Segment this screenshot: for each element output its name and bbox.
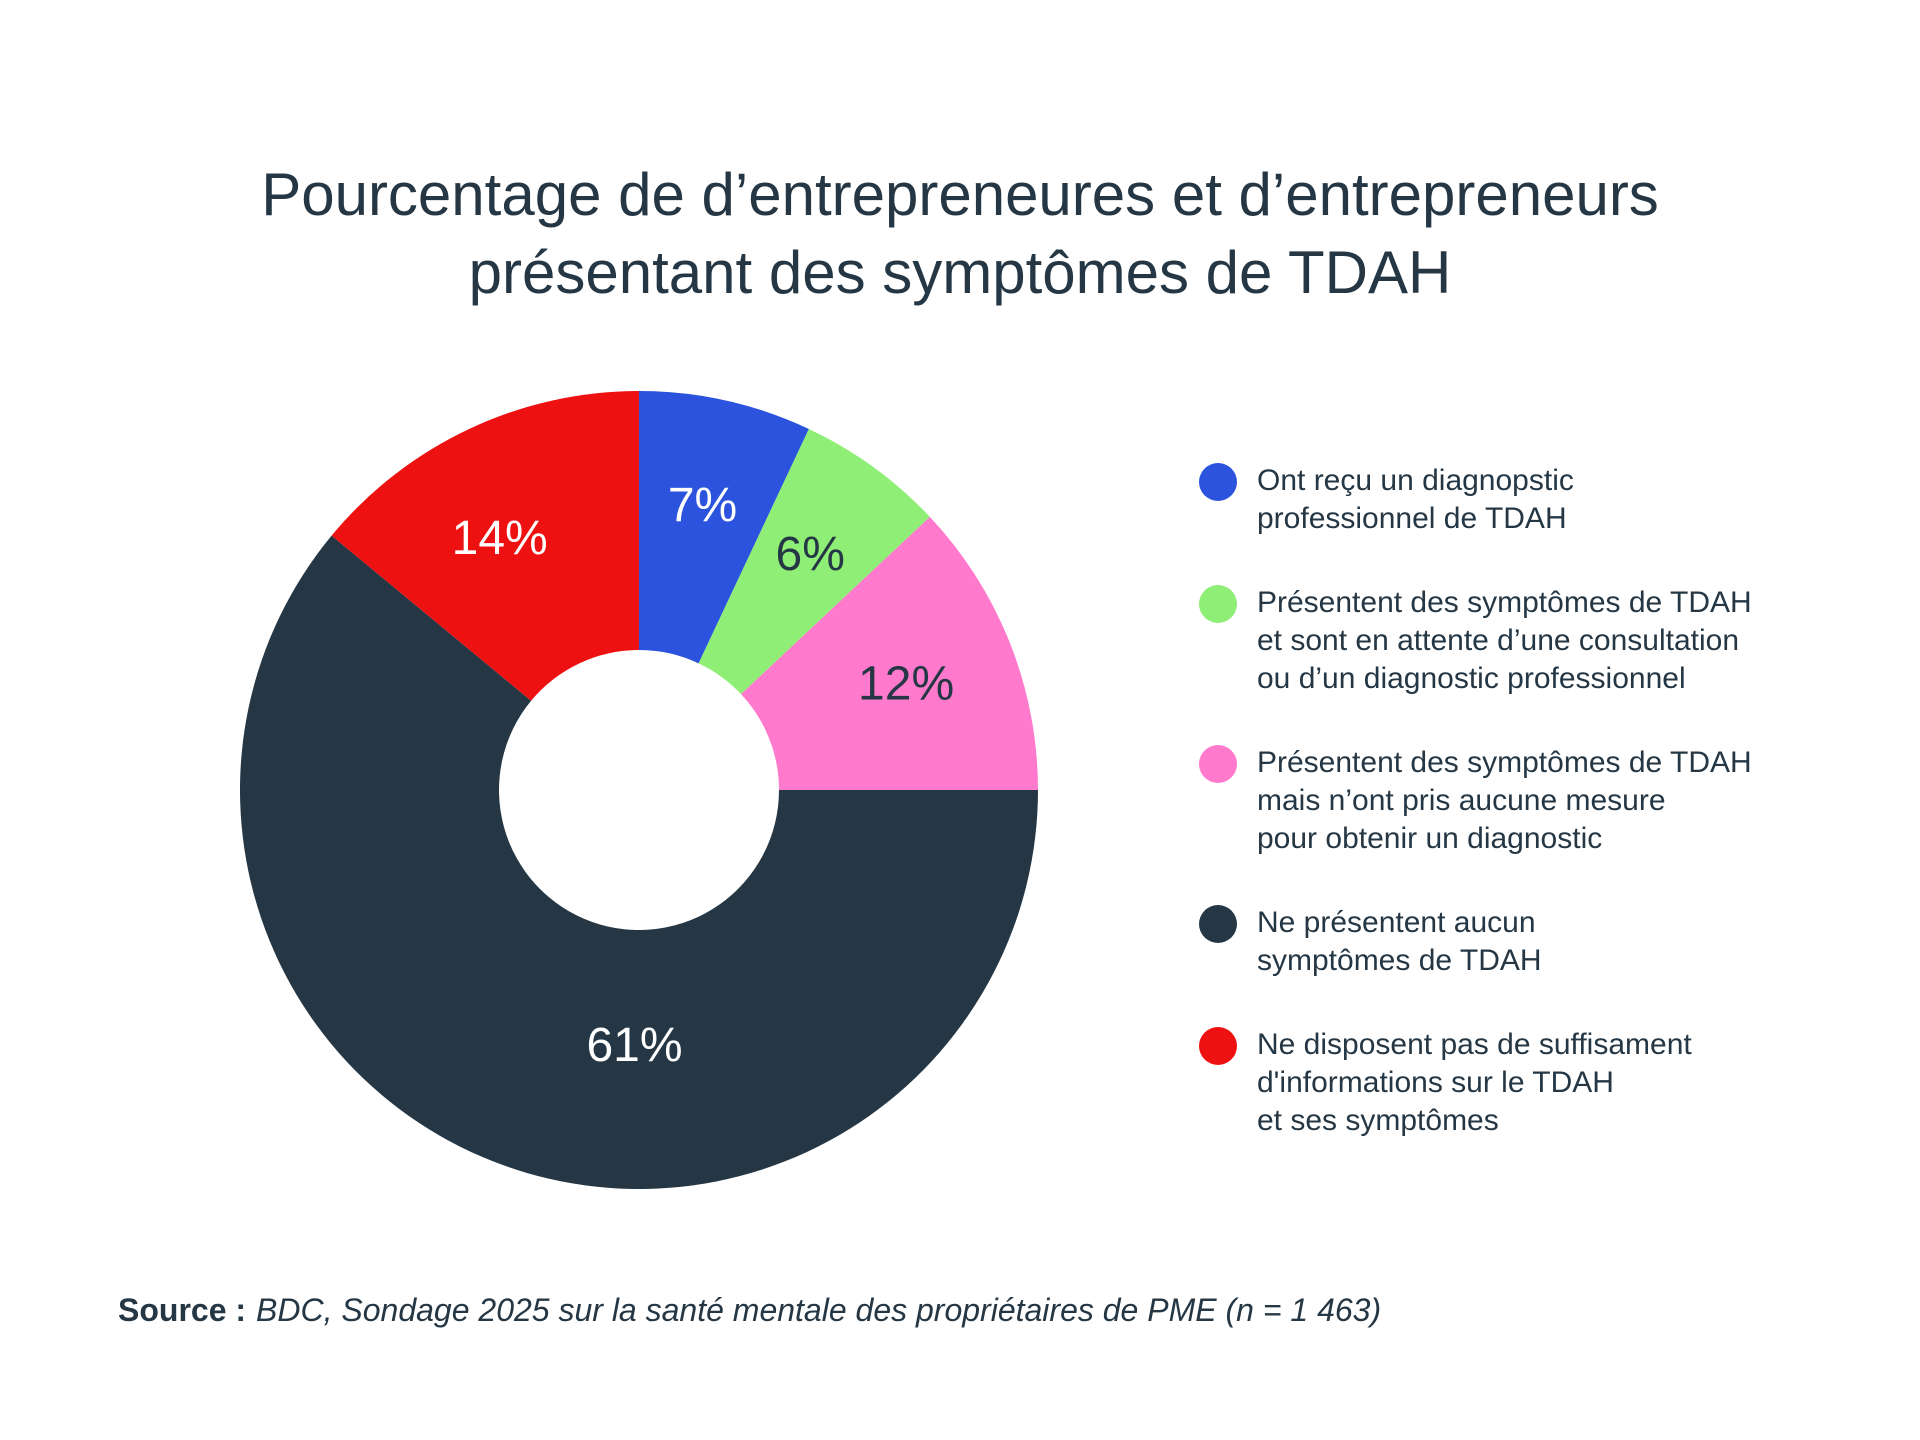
legend-item-diagnostic: Ont reçu un diagnopstic professionnel de… [1199,462,1752,538]
legend-item-aucun-symptome: Ne présentent aucun symptômes de TDAH [1199,904,1752,980]
pie-label-4: 61% [586,1019,682,1072]
pie-slice-4 [240,535,1039,1190]
pie-slice-2 [698,428,930,695]
legend-dot-green [1199,585,1237,623]
legend-item-pas-informations: Ne disposent pas de suffisament d'inform… [1199,1026,1752,1140]
pie-slice-1 [639,391,809,664]
legend-label: Ont reçu un diagnopstic professionnel de… [1257,464,1574,535]
legend-item-aucune-mesure: Présentent des symptômes de TDAH mais n’… [1199,744,1752,858]
legend-label: Présentent des symptômes de TDAH mais n’… [1257,746,1752,855]
source-line: Source : BDC, Sondage 2025 sur la santé m… [118,1292,1381,1329]
legend: Ont reçu un diagnopstic professionnel de… [1199,462,1752,1140]
donut-chart: 7% 6% 12% 61% 14% [240,391,1039,1190]
legend-item-attente-consultation: Présentent des symptômes de TDAH et sont… [1199,584,1752,698]
pie-label-1: 7% [668,479,737,532]
pie-label-3: 12% [858,658,954,711]
legend-label: Présentent des symptômes de TDAH et sont… [1257,586,1752,695]
legend-label: Ne disposent pas de suffisament d'inform… [1257,1028,1692,1137]
legend-label: Ne présentent aucun symptômes de TDAH [1257,906,1542,977]
source-text: BDC, Sondage 2025 sur la santé mentale d… [256,1292,1382,1328]
pie-slice-5 [331,391,639,701]
pie-slice-3 [741,516,1038,790]
source-label: Source : [118,1292,247,1328]
pie-label-5: 14% [452,512,548,565]
legend-dot-navy [1199,905,1237,943]
legend-dot-red [1199,1027,1237,1065]
page-title: Pourcentage de d’entrepreneures et d’ent… [261,161,1659,306]
pie-label-2: 6% [776,528,845,581]
legend-dot-pink [1199,745,1237,783]
legend-dot-blue [1199,463,1237,501]
